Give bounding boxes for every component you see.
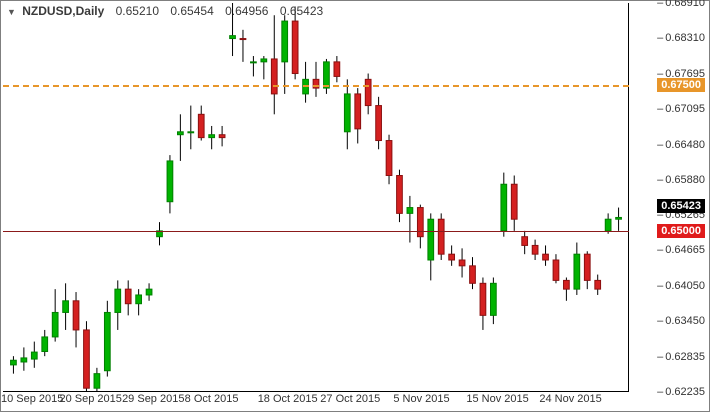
candle-body[interactable] bbox=[449, 254, 455, 260]
candle-body[interactable] bbox=[397, 176, 403, 214]
high-value: 0.65454 bbox=[170, 4, 213, 18]
x-axis-tick: 10 Sep 2015 bbox=[1, 393, 63, 405]
chart-window: ▼ NZDUSD,Daily 0.65210 0.65454 0.64956 0… bbox=[0, 0, 710, 412]
y-axis-tick: 0.62235 bbox=[653, 386, 705, 398]
candle-body[interactable] bbox=[522, 237, 528, 246]
x-axis-tick: 15 Nov 2015 bbox=[466, 393, 528, 405]
y-axis-tick: 0.68310 bbox=[653, 32, 705, 44]
candle-body[interactable] bbox=[324, 62, 330, 88]
candle-body[interactable] bbox=[470, 266, 476, 283]
candle-body[interactable] bbox=[230, 36, 236, 39]
candle-body[interactable] bbox=[11, 360, 17, 365]
candle-body[interactable] bbox=[209, 135, 215, 138]
candle-body[interactable] bbox=[240, 39, 246, 40]
close-value: 0.65423 bbox=[280, 4, 323, 18]
candle-body[interactable] bbox=[438, 219, 444, 254]
candle-body[interactable] bbox=[553, 260, 559, 280]
candlestick-svg bbox=[3, 3, 629, 392]
candle-body[interactable] bbox=[584, 254, 590, 280]
candle-body[interactable] bbox=[115, 289, 121, 312]
candle-body[interactable] bbox=[417, 208, 423, 237]
y-axis-tick: 0.64665 bbox=[653, 244, 705, 256]
candle-body[interactable] bbox=[177, 132, 183, 135]
candle-body[interactable] bbox=[428, 219, 434, 260]
x-axis-tick: 27 Oct 2015 bbox=[320, 393, 380, 405]
candle-body[interactable] bbox=[501, 184, 507, 231]
y-axis-tick: 0.63450 bbox=[653, 315, 705, 327]
candle-body[interactable] bbox=[219, 135, 225, 138]
candle-body[interactable] bbox=[42, 337, 48, 352]
candle-body[interactable] bbox=[251, 62, 257, 63]
low-value: 0.64956 bbox=[225, 4, 268, 18]
candle-body[interactable] bbox=[574, 254, 580, 289]
orange-reference-line bbox=[3, 85, 629, 87]
candle-body[interactable] bbox=[480, 283, 486, 315]
y-axis-tick: 0.68910 bbox=[653, 0, 705, 9]
candle-body[interactable] bbox=[94, 374, 100, 389]
x-axis-tick: 24 Nov 2015 bbox=[539, 393, 601, 405]
x-axis-tick: 20 Sep 2015 bbox=[59, 393, 121, 405]
candle-body[interactable] bbox=[104, 312, 110, 370]
open-value: 0.65210 bbox=[116, 4, 159, 18]
candle-body[interactable] bbox=[188, 132, 194, 133]
x-axis-tick: 8 Oct 2015 bbox=[185, 393, 239, 405]
candle-body[interactable] bbox=[125, 289, 131, 304]
x-axis-labels: 10 Sep 2015 20 Sep 2015 29 Sep 2015 8 Oct 2… bbox=[3, 388, 629, 409]
candle-body[interactable] bbox=[459, 260, 465, 266]
candle-body[interactable] bbox=[261, 59, 267, 62]
y-axis-labels: 0.689100.683100.676950.670950.664800.658… bbox=[627, 3, 707, 392]
ohlc-values: 0.65210 0.65454 0.64956 0.65423 bbox=[116, 4, 332, 18]
candle-body[interactable] bbox=[136, 295, 142, 304]
candle-body[interactable] bbox=[386, 141, 392, 176]
x-axis-tick: 18 Oct 2015 bbox=[258, 393, 318, 405]
candle-body[interactable] bbox=[146, 289, 152, 295]
red-reference-line bbox=[3, 231, 629, 232]
y-axis-tick: 0.62835 bbox=[653, 351, 705, 363]
candle-body[interactable] bbox=[198, 114, 204, 137]
orange-price-badge: 0.67500 bbox=[657, 78, 705, 92]
candle-body[interactable] bbox=[167, 161, 173, 202]
y-axis-tick: 0.66480 bbox=[653, 139, 705, 151]
candle-body[interactable] bbox=[31, 352, 37, 359]
candle-body[interactable] bbox=[616, 217, 622, 219]
y-axis-tick: 0.65880 bbox=[653, 174, 705, 186]
candle-body[interactable] bbox=[543, 254, 549, 260]
y-axis-tick: 0.67095 bbox=[653, 103, 705, 115]
candle-body[interactable] bbox=[490, 283, 496, 315]
candle-body[interactable] bbox=[282, 21, 288, 62]
candle-body[interactable] bbox=[271, 59, 277, 94]
dropdown-arrow-icon[interactable]: ▼ bbox=[7, 7, 16, 17]
candle-body[interactable] bbox=[355, 94, 361, 129]
candle-body[interactable] bbox=[84, 330, 90, 388]
red-price-badge: 0.65000 bbox=[657, 224, 705, 238]
candle-body[interactable] bbox=[292, 21, 298, 73]
x-axis-tick: 29 Sep 2015 bbox=[122, 393, 184, 405]
symbol-title: NZDUSD,Daily bbox=[22, 4, 104, 18]
x-axis-tick: 5 Nov 2015 bbox=[393, 393, 449, 405]
candle-body[interactable] bbox=[376, 106, 382, 141]
candle-body[interactable] bbox=[52, 312, 58, 336]
candle-body[interactable] bbox=[63, 301, 69, 313]
candle-body[interactable] bbox=[605, 219, 611, 231]
candle-body[interactable] bbox=[21, 358, 27, 362]
candle-body[interactable] bbox=[564, 280, 570, 289]
candle-body[interactable] bbox=[334, 62, 340, 77]
candle-body[interactable] bbox=[595, 280, 601, 289]
current-price-badge: 0.65423 bbox=[657, 199, 705, 213]
candle-body[interactable] bbox=[344, 94, 350, 132]
candle-body[interactable] bbox=[511, 184, 517, 219]
candle-body[interactable] bbox=[73, 301, 79, 330]
candle-body[interactable] bbox=[532, 245, 538, 254]
candle-body[interactable] bbox=[365, 79, 371, 105]
chart-title-bar: ▼ NZDUSD,Daily 0.65210 0.65454 0.64956 0… bbox=[7, 4, 331, 18]
candle-body[interactable] bbox=[407, 208, 413, 214]
plot-area bbox=[3, 3, 629, 392]
y-axis-tick: 0.64050 bbox=[653, 280, 705, 292]
